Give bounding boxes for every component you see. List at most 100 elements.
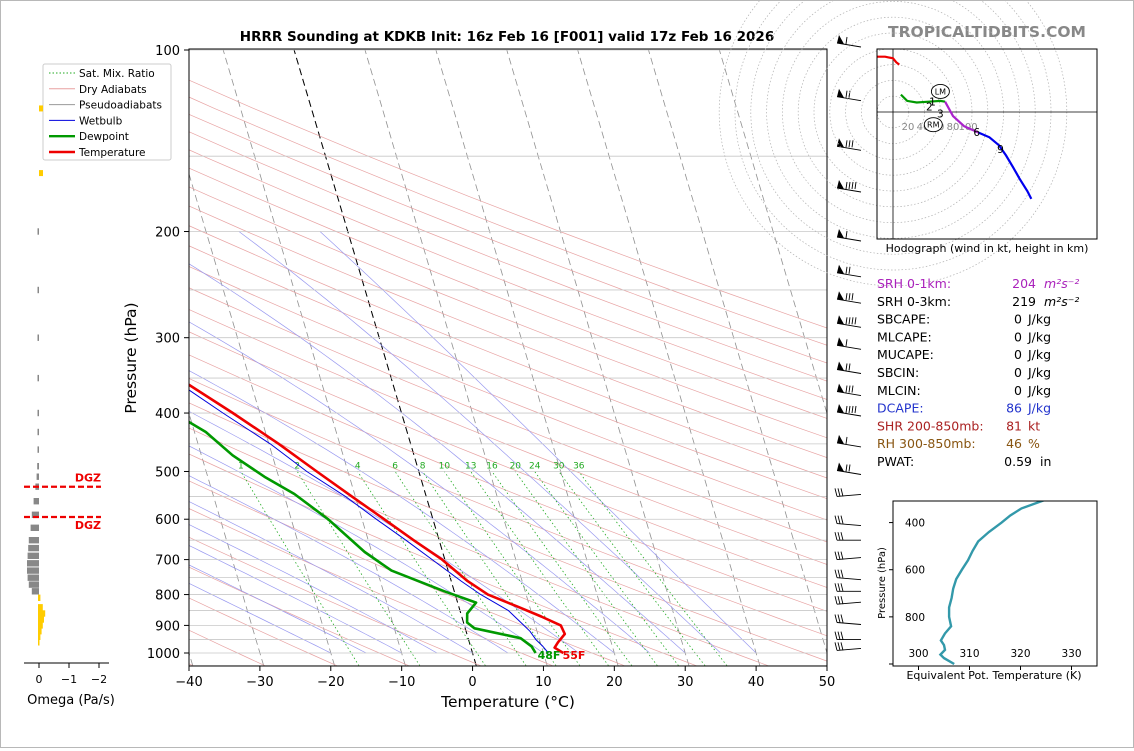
legend-label: Dewpoint	[79, 131, 129, 143]
param-value: 0	[1014, 383, 1022, 398]
isotherm	[364, 49, 548, 666]
mixing-ratio-label: 10	[439, 461, 451, 471]
hodograph-ring-label: 80	[947, 122, 960, 133]
omega-bar	[30, 524, 39, 531]
theta-x-tick-label: 320	[1010, 648, 1030, 660]
omega-bar	[39, 105, 43, 112]
omega-bar	[38, 639, 40, 646]
omega-tick-label: −1	[61, 673, 77, 686]
mixing-ratio-line	[578, 471, 728, 666]
hodograph-labels: LM RM 123 6 9	[923, 84, 1004, 156]
pseudoadiabat	[189, 545, 402, 654]
skewt-isobars	[189, 49, 827, 667]
dry-adiabat	[189, 597, 338, 666]
pseudoadiabat	[189, 582, 331, 654]
theta-e-line	[938, 501, 1046, 666]
param-label: MLCIN:	[877, 383, 921, 398]
mixing-ratio-line	[470, 471, 609, 666]
pseudoadiabat	[189, 524, 438, 654]
wind-barb	[836, 462, 862, 475]
wind-barb	[836, 229, 862, 242]
omega-bar	[33, 498, 39, 505]
param-unit: kt	[1028, 418, 1040, 433]
dry-adiabat	[189, 225, 827, 479]
pseudoadiabat	[189, 370, 615, 654]
param-unit: m²s⁻²	[1044, 294, 1079, 309]
dry-adiabat	[189, 536, 482, 666]
omega-bar	[37, 428, 39, 436]
height-label: 9	[997, 144, 1004, 156]
hodograph-segment	[977, 131, 1033, 200]
skewt-ylabel: Pressure (hPa)	[122, 302, 140, 413]
mixing-ratio-label: 1	[238, 461, 244, 471]
height-label: 1	[929, 97, 936, 109]
param-unit: J/kg	[1027, 347, 1051, 362]
dry-adiabat	[189, 205, 827, 458]
param-value: 0	[1014, 347, 1022, 362]
legend-label: Temperature	[78, 147, 146, 159]
dry-adiabat	[189, 79, 827, 329]
mixing-ratio-label: 16	[486, 461, 498, 471]
mixing-ratio-label: 20	[510, 461, 522, 471]
param-unit: J/kg	[1027, 365, 1051, 380]
isotherm	[577, 49, 761, 666]
omega-bar	[37, 446, 39, 453]
dry-adiabat	[189, 266, 827, 521]
mixing-ratio-label: 6	[392, 461, 398, 471]
wind-barb	[834, 515, 862, 527]
param-value: 204	[1012, 276, 1036, 291]
param-label: RH 300-850mb:	[877, 436, 976, 451]
skewt-axes: −40 −30 −20 −10 0 10 20 30 40 50 100 200 300 400 500 60…	[147, 44, 835, 690]
dry-adiabat	[189, 402, 827, 662]
surface-dewpoint-label: 48F	[538, 649, 561, 662]
wind-barb	[836, 88, 862, 102]
mixing-ratio-line	[240, 471, 360, 666]
y-tick-label: 100	[155, 44, 180, 59]
mixing-ratio-label: 4	[355, 461, 361, 471]
storm-motion-label: RM	[927, 121, 940, 130]
mixing-ratio-line	[514, 471, 658, 666]
chart-title: HRRR Sounding at KDKB Init: 16z Feb 16 […	[240, 29, 774, 45]
legend-label: Wetbulb	[79, 115, 123, 127]
omega-bar	[38, 610, 46, 617]
omega-bar	[27, 567, 39, 574]
x-tick-label: 10	[535, 675, 552, 690]
isotherm	[648, 49, 827, 655]
wind-barb	[834, 551, 862, 561]
hodograph-ring-label: 20	[902, 122, 915, 133]
dry-adiabat	[189, 331, 827, 588]
x-tick-label: 50	[819, 675, 836, 690]
wind-barb	[834, 532, 861, 541]
wind-barb	[834, 488, 862, 497]
height-label: 3	[937, 109, 944, 121]
param-value: 46	[1006, 436, 1022, 451]
dry-adiabat	[189, 309, 827, 565]
omega-bar	[28, 544, 39, 552]
wind-barb	[836, 180, 862, 193]
mixing-ratio-label: 8	[420, 461, 426, 471]
wind-barb	[836, 264, 862, 278]
mixing-ratio-labels: 1 2 4 6 8 10 13 16 20 24 30 36	[238, 461, 585, 471]
param-label: SHR 200-850mb:	[877, 418, 984, 433]
skewt-xlabel: Temperature (°C)	[440, 693, 575, 711]
skewt-plot-frame	[188, 48, 828, 667]
dry-adiabat	[189, 186, 827, 439]
dry-adiabat	[189, 378, 827, 637]
param-unit: m²s⁻²	[1044, 276, 1079, 291]
hodograph-background: 20406080100	[718, 0, 1097, 287]
dry-adiabat	[189, 508, 553, 666]
legend-label: Sat. Mix. Ratio	[79, 68, 155, 80]
omega-bar	[28, 537, 39, 544]
isotherm	[189, 172, 335, 666]
mixing-ratio-line	[296, 471, 421, 666]
parameter-table: SRH 0-1km: 204 m²s⁻² SRH 0-3km: 219 m²s⁻² SBCA…	[877, 276, 1079, 469]
param-label: SBCAPE:	[877, 312, 930, 327]
zero-isotherm	[293, 49, 477, 666]
trace-wetbulb	[189, 389, 549, 654]
hodograph-segment	[877, 55, 900, 66]
skewt-traces	[189, 383, 567, 655]
param-value: 0	[1014, 329, 1022, 344]
wind-barb	[836, 337, 862, 350]
theta-x-tick-label: 330	[1061, 648, 1081, 660]
